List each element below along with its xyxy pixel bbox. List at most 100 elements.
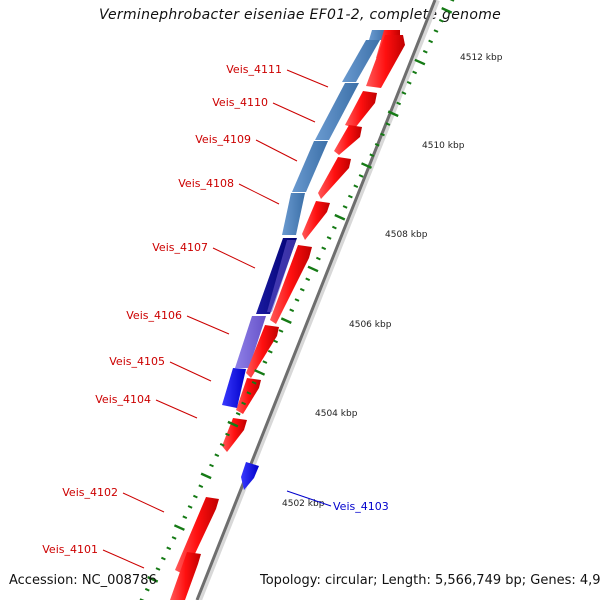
gene-label-veis-4105[interactable]: Veis_4105 <box>109 355 165 368</box>
minor-tick <box>428 39 434 44</box>
minor-tick <box>353 184 359 189</box>
gene-arrow-veis-4105-rev[interactable] <box>222 368 246 408</box>
major-tick <box>173 524 185 531</box>
minor-tick <box>241 401 247 406</box>
gene-label-veis-4111[interactable]: Veis_4111 <box>226 63 282 76</box>
major-tick <box>334 213 346 221</box>
gene-arrow-veis-4111[interactable] <box>366 35 405 88</box>
minor-tick <box>433 29 439 33</box>
gene-arrow-veis-4107[interactable] <box>270 245 312 324</box>
minor-tick <box>342 205 348 209</box>
tick-label: 4512 kbp <box>460 53 503 63</box>
major-tick <box>280 317 292 324</box>
tick-label: 4508 kbp <box>385 230 428 240</box>
minor-tick <box>155 567 161 571</box>
minor-tick <box>235 411 241 416</box>
gene-arrow-veis-4108b[interactable] <box>302 201 330 240</box>
gene-arrow-veis-4110[interactable] <box>345 91 377 128</box>
blast-hit <box>282 193 305 235</box>
tick-track: 4512 kbp 4510 kbp 4508 kbp 4506 kbp 4504 kbp… <box>139 0 503 600</box>
blast-hit <box>369 30 386 40</box>
minor-tick <box>358 174 364 178</box>
minor-tick <box>273 339 279 344</box>
major-tick <box>200 472 212 480</box>
gene-label-veis-4108[interactable]: Veis_4108 <box>178 177 234 190</box>
gene-label-veis-4107[interactable]: Veis_4107 <box>152 241 208 254</box>
minor-tick <box>251 380 257 385</box>
gene-arrow-veis-4109[interactable] <box>334 125 362 155</box>
minor-tick <box>347 194 353 199</box>
accession-text: Accession: NC_008786 <box>9 573 157 588</box>
minor-tick <box>401 91 407 95</box>
leader-line-veis-4109 <box>255 139 298 162</box>
tick-label: 4504 kbp <box>315 409 358 419</box>
blast-hit <box>235 316 266 368</box>
blast-hit <box>342 40 380 82</box>
minor-tick <box>214 453 220 458</box>
minor-tick <box>294 298 300 302</box>
minor-tick <box>289 308 295 313</box>
tick-label: 4506 kbp <box>349 320 392 330</box>
gene-arrow-veis-4108a[interactable] <box>318 157 351 199</box>
gene-labels: Veis_4111 Veis_4110 Veis_4109 Veis_4108 Veis… <box>42 63 389 569</box>
minor-tick <box>422 49 428 54</box>
leader-line-veis-4110 <box>272 102 316 123</box>
gene-arrow-veis-4103[interactable] <box>241 462 259 490</box>
gene-label-veis-4109[interactable]: Veis_4109 <box>195 133 251 146</box>
minor-tick <box>219 442 225 447</box>
gene-label-veis-4103[interactable]: Veis_4103 <box>333 500 389 513</box>
backbone-shadow <box>196 0 440 600</box>
major-tick <box>254 369 266 376</box>
leader-line-veis-4107 <box>212 247 256 269</box>
leader-line-veis-4108 <box>238 183 280 205</box>
major-tick <box>227 420 239 428</box>
tick-label: 4502 kbp <box>282 499 325 509</box>
minor-tick <box>144 587 150 592</box>
minor-tick <box>380 132 385 137</box>
minor-tick <box>166 546 172 551</box>
major-tick <box>361 162 372 169</box>
blast-hit <box>267 240 296 312</box>
leader-line-veis-4102 <box>122 492 165 513</box>
gene-label-veis-4101[interactable]: Veis_4101 <box>42 543 98 556</box>
gene-label-veis-4106[interactable]: Veis_4106 <box>126 309 182 322</box>
leader-line-veis-4104 <box>155 399 198 419</box>
minor-tick <box>396 101 402 106</box>
minor-tick <box>385 122 391 126</box>
gene-arrow-veis-4104[interactable] <box>222 418 247 452</box>
major-tick <box>387 110 399 118</box>
major-tick <box>307 265 319 273</box>
blast-hit <box>315 83 359 140</box>
major-tick <box>414 58 426 66</box>
minor-tick <box>225 432 230 437</box>
minor-tick <box>171 536 177 540</box>
minor-tick <box>267 349 273 354</box>
minor-tick <box>374 142 380 147</box>
leader-line-veis-4101 <box>102 549 145 569</box>
minor-tick <box>182 515 188 520</box>
gene-label-veis-4110[interactable]: Veis_4110 <box>212 96 268 109</box>
gene-features <box>170 30 405 600</box>
minor-tick <box>299 287 305 292</box>
gene-arrow-veis-4101[interactable] <box>170 552 201 600</box>
minor-tick <box>262 360 268 364</box>
major-tick <box>441 7 453 14</box>
gene-arrow-veis-4106[interactable] <box>246 325 279 378</box>
gene-arrow-veis-4105[interactable] <box>236 378 261 414</box>
minor-tick <box>331 225 337 230</box>
minor-tick <box>438 18 444 23</box>
topology-text: Topology: circular; Length: 5,566,749 bp… <box>260 573 600 588</box>
minor-tick <box>192 494 198 499</box>
minor-tick <box>160 556 166 561</box>
minor-tick <box>326 236 332 240</box>
gene-label-veis-4102[interactable]: Veis_4102 <box>62 486 118 499</box>
minor-tick <box>139 598 145 600</box>
gene-label-veis-4104[interactable]: Veis_4104 <box>95 393 151 406</box>
blast-hit <box>292 141 328 192</box>
tick-label: 4510 kbp <box>422 141 465 151</box>
minor-tick <box>412 70 418 75</box>
minor-tick <box>449 0 455 2</box>
leader-line-veis-4105 <box>169 361 212 382</box>
minor-tick <box>278 329 284 333</box>
